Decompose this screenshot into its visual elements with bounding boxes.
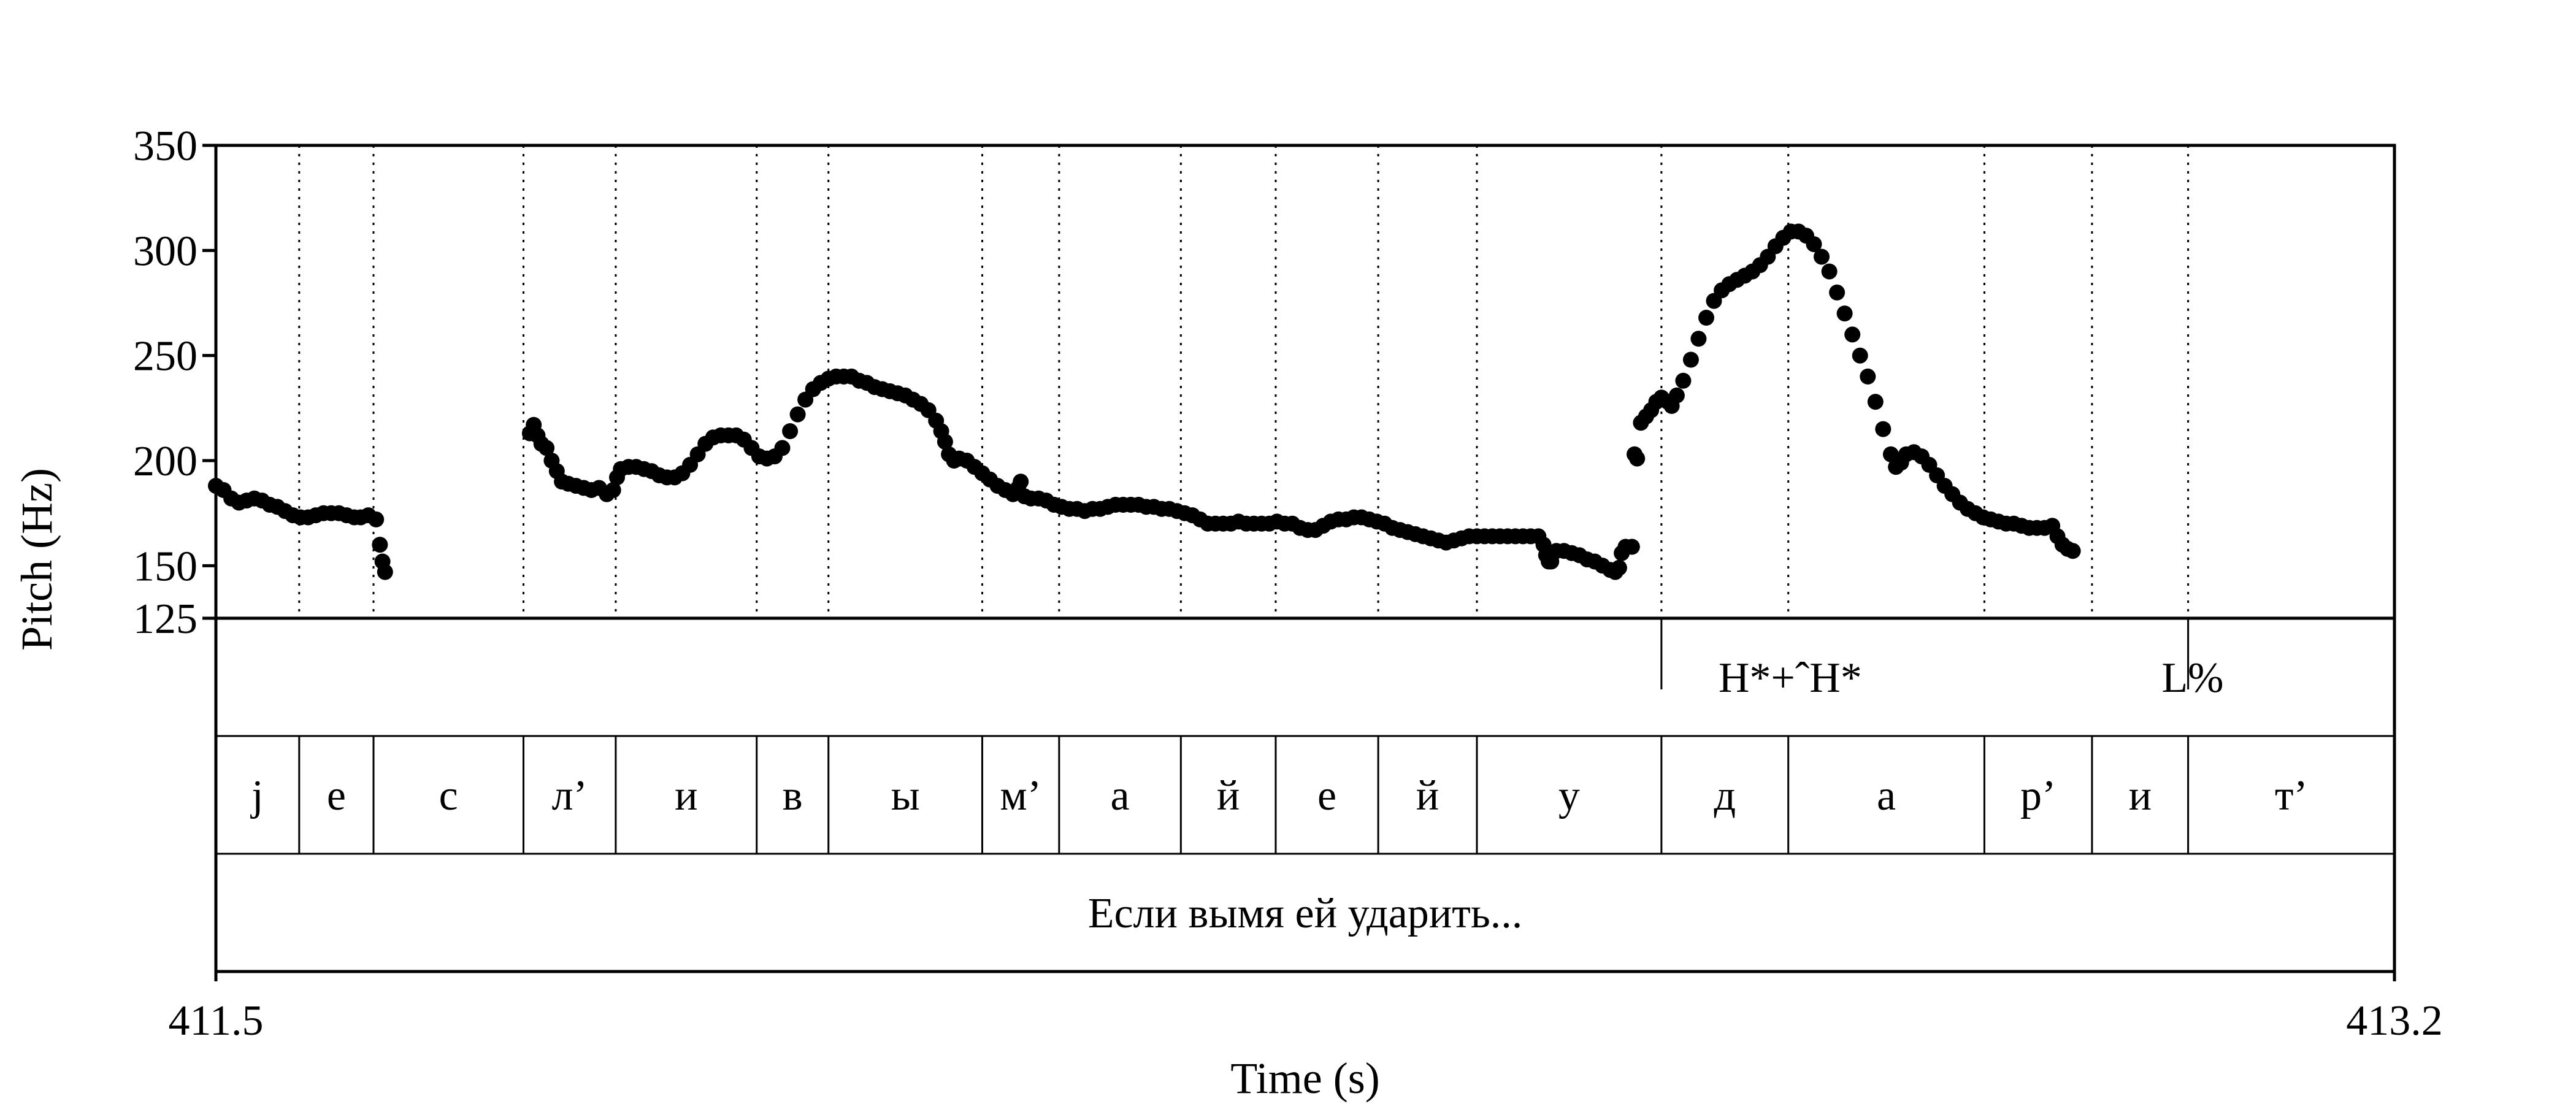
segments-label-10: е [1317, 772, 1336, 819]
y-axis-title: Pitch (Hz) [12, 468, 61, 651]
segments-label-3: л’ [552, 772, 588, 819]
segments-label-6: ы [891, 772, 920, 819]
pitch-point-39 [605, 482, 621, 498]
segments-label-15: р’ [2020, 772, 2056, 819]
pitch-point-64 [789, 406, 806, 423]
segments-label-8: а [1111, 772, 1130, 819]
segments-label-17: т’ [2275, 772, 2308, 819]
segments-label-0: j [250, 772, 263, 819]
tones-label-0: H*+ˆH* [1719, 654, 1862, 702]
pitch-point-181 [1623, 539, 1640, 555]
segment-boundaries [298, 145, 2190, 854]
plot-frames [214, 144, 2396, 973]
pitch-point-195 [1698, 310, 1714, 326]
segments-label-4: и [675, 772, 697, 819]
segments-label-5: в [783, 772, 803, 819]
pitch-point-63 [782, 423, 799, 439]
pitch-point-212 [1829, 284, 1846, 301]
tones-label-1: L% [2161, 654, 2223, 702]
pitch-point-183 [1629, 450, 1646, 467]
y-axis: 350 300 250 200 150 125 [133, 123, 216, 643]
y-tick-label-250: 250 [133, 333, 197, 380]
y-tick-label-300: 300 [133, 228, 197, 275]
segments-label-11: й [1416, 772, 1439, 819]
y-tick-label-200: 200 [133, 438, 197, 485]
pitch-point-214 [1844, 326, 1861, 343]
pitch-point-216 [1860, 368, 1876, 385]
pitch-point-84 [937, 434, 953, 450]
pitch-point-178 [1611, 559, 1627, 576]
pitch-point-96 [1013, 473, 1029, 490]
pitch-point-24 [377, 564, 393, 580]
segments-label-2: с [439, 772, 458, 819]
pitch-point-192 [1675, 372, 1692, 389]
pitch-track [208, 223, 2081, 580]
segments-label-12: у [1558, 772, 1580, 819]
pitch-point-210 [1814, 248, 1830, 265]
y-tick-label-125: 125 [133, 596, 197, 643]
x-tick-label-end: 413.2 [2346, 997, 2443, 1045]
x-axis-title: Time (s) [1230, 1054, 1379, 1103]
tier-panel-frame [214, 616, 2396, 973]
y-tick-label-350: 350 [133, 123, 197, 170]
segments-label-13: д [1714, 772, 1736, 819]
pitch-point-22 [372, 537, 388, 553]
segments-label-1: е [327, 772, 346, 819]
x-tick-label-start: 411.5 [169, 997, 264, 1045]
pitch-point-193 [1682, 351, 1699, 368]
utterance-label-0: Если вымя ей ударить... [1088, 890, 1523, 937]
y-tick-label-150: 150 [133, 543, 197, 590]
segments-label-16: и [2129, 772, 2152, 819]
pitch-point-245 [2064, 543, 2081, 559]
pitch-point-213 [1836, 305, 1853, 322]
pitch-point-209 [1806, 236, 1822, 253]
segments-label-7: м’ [1000, 772, 1041, 819]
pitch-point-194 [1690, 331, 1707, 347]
pitch-point-21 [368, 511, 385, 527]
segments-label-14: а [1877, 772, 1896, 819]
pitch-point-29 [539, 440, 555, 456]
pitch-point-62 [774, 440, 791, 456]
x-axis: 411.5 413.2 [169, 968, 2443, 1045]
pitch-point-217 [1867, 394, 1884, 410]
pitch-point-211 [1821, 263, 1838, 280]
segments-label-9: й [1217, 772, 1240, 819]
tier-labels: H*+ˆH* L% j е с л’ и в ы м’ а й е й у д а р’ и т’ Если вымя … [250, 654, 2308, 937]
pitch-point-215 [1852, 347, 1868, 364]
pitch-point-191 [1668, 387, 1685, 404]
pitch-point-218 [1875, 421, 1892, 437]
